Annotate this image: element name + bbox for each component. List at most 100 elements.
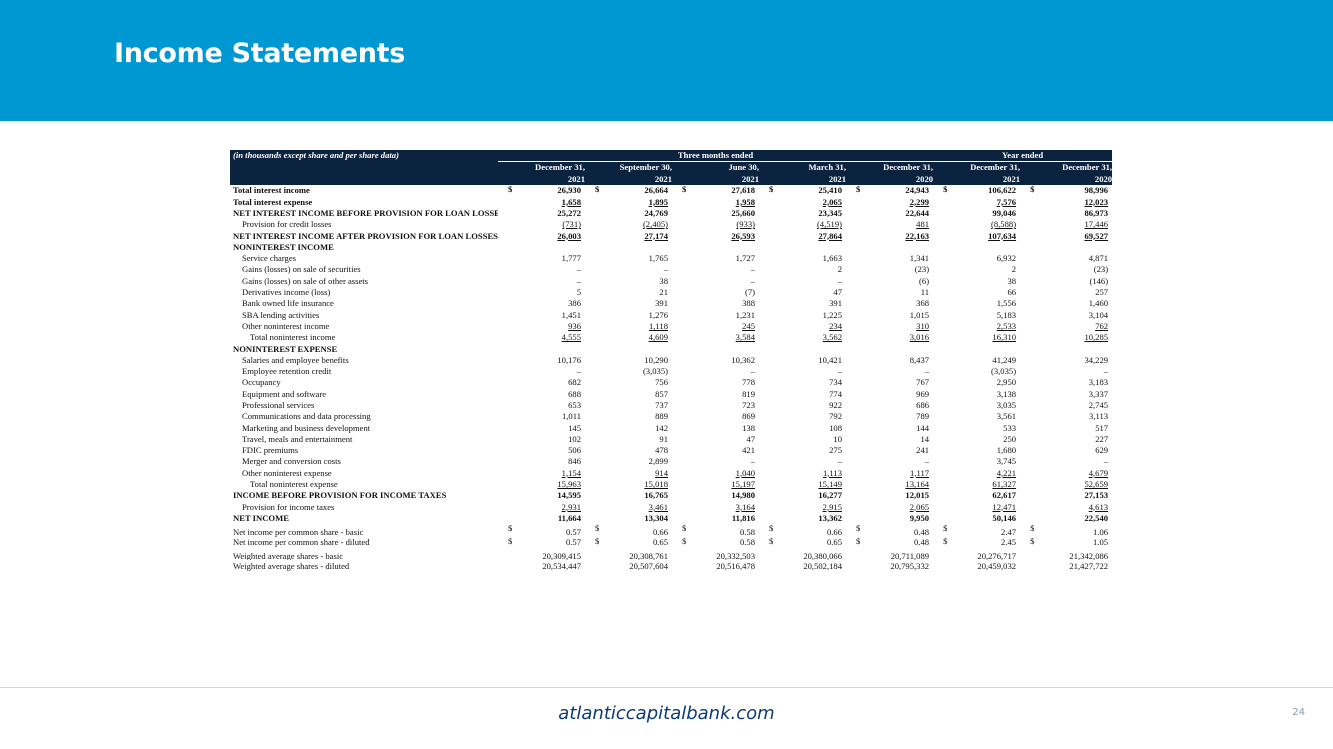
value-cell: 26,003: [557, 230, 581, 241]
value-cell: 3,104: [1088, 309, 1109, 320]
currency-symbol: $: [508, 185, 513, 194]
statement-row: Employee retention credit – (3,035) – – – (3,0…: [230, 366, 1112, 377]
value-cell: (3,035): [991, 366, 1017, 377]
value-cell: 12,023: [1084, 196, 1109, 207]
currency-symbol: $: [856, 185, 861, 194]
value-cell: (6): [919, 275, 930, 286]
value-cell: (7): [744, 287, 755, 298]
value-cell: 391: [829, 298, 842, 309]
column-year-header: 2021: [672, 173, 759, 185]
statement-row: Equipment and software 688 857 819 774 969 3,1…: [230, 388, 1112, 399]
value-cell: 1,011: [561, 411, 581, 422]
value-cell: –: [576, 264, 581, 275]
value-cell: 15,197: [731, 479, 755, 490]
value-cell: 14,595: [557, 490, 581, 501]
column-period-header: December 31,: [933, 161, 1021, 173]
value-cell: 21: [659, 287, 668, 298]
value-cell: $0.57: [498, 537, 585, 548]
cell-value: 0.48: [914, 536, 930, 547]
statement-row: Net income per common share - basic $0.57…: [230, 524, 1112, 537]
cell-value: 0.58: [739, 526, 755, 537]
value-cell: 15,018: [644, 479, 668, 490]
value-cell: 3,461: [648, 501, 668, 512]
cell-value: 0.58: [739, 536, 755, 547]
row-label: Net income per common share - basic: [233, 526, 364, 537]
footer-website[interactable]: atlanticcapitalbank.com: [558, 703, 775, 724]
value-cell: 22,163: [905, 230, 930, 241]
value-cell: $0.66: [759, 524, 846, 537]
value-cell: 2,533: [996, 320, 1017, 331]
value-cell: (23): [1093, 264, 1109, 275]
header-row-groups: (in thousands except share and per share…: [230, 150, 1113, 162]
title-banner: Income Statements: [0, 0, 1333, 121]
value-cell: [1020, 343, 1112, 354]
value-cell: 1,895: [648, 196, 668, 207]
currency-symbol: $: [682, 536, 687, 546]
row-label: Communications and data processing: [242, 411, 371, 422]
value-cell: 1,777: [561, 253, 581, 264]
value-cell: 15,149: [818, 479, 842, 490]
value-cell: (23): [914, 264, 930, 275]
value-cell: 1,154: [561, 467, 581, 478]
value-cell: 4,613: [1088, 501, 1109, 512]
statement-row: Travel, meals and entertainment 102 91 47 10…: [230, 434, 1112, 445]
value-cell: 2: [1011, 264, 1017, 275]
value-cell: $0.65: [759, 537, 846, 548]
currency-symbol: $: [769, 536, 774, 546]
value-cell: 2,065: [909, 501, 930, 512]
group-three-months: Three months ended: [498, 150, 934, 162]
cell-value: 0.66: [826, 526, 842, 537]
currency-symbol: $: [682, 523, 687, 533]
value-cell: 11: [920, 287, 930, 298]
value-cell: 41,249: [992, 354, 1017, 365]
value-cell: 4,679: [1088, 467, 1109, 478]
value-cell: 21,427,722: [1069, 560, 1109, 571]
value-cell: 388: [742, 298, 755, 309]
value-cell: 9,950: [909, 512, 930, 523]
value-cell: 1,118: [648, 320, 668, 331]
value-cell: 69,527: [1084, 230, 1109, 241]
row-label: Derivatives income (loss): [242, 287, 331, 298]
cell-value: 26,664: [644, 185, 668, 196]
row-label: Service charges: [242, 253, 297, 264]
value-cell: 3,016: [909, 332, 930, 343]
value-cell: –: [750, 275, 755, 286]
statement-row: Provision for credit losses (731) (2,405) (…: [230, 219, 1112, 230]
value-cell: 846: [568, 456, 581, 467]
currency-symbol: $: [943, 536, 948, 546]
row-label: Travel, meals and entertainment: [242, 433, 353, 444]
row-label: Salaries and employee benefits: [242, 354, 349, 365]
value-cell: 2: [837, 264, 842, 275]
value-cell: 533: [1003, 422, 1017, 433]
value-cell: $98,996: [1020, 185, 1112, 196]
value-cell: 50,146: [992, 512, 1017, 523]
statement-row: Total noninterest income 4,555 4,609 3,584 3…: [230, 332, 1112, 343]
value-cell: 1,556: [996, 298, 1017, 309]
value-cell: –: [924, 456, 930, 467]
column-period-header: March 31,: [759, 161, 846, 173]
value-cell: 20,308,761: [629, 550, 668, 561]
value-cell: (4,519): [816, 219, 842, 230]
value-cell: 1,451: [561, 309, 581, 320]
value-cell: 26,593: [731, 230, 755, 241]
statement-row: Merger and conversion costs 846 2,899 – – – 3,…: [230, 456, 1112, 467]
value-cell: 25,660: [731, 207, 755, 218]
value-cell: –: [837, 275, 842, 286]
statement-row: Derivatives income (loss) 5 21 (7) 47 11 66 257: [230, 287, 1112, 298]
value-cell: 1,658: [561, 196, 581, 207]
value-cell: 310: [916, 320, 930, 331]
header-row-years: 2021 2021 2021 2021 2020 2021 2020: [230, 173, 1113, 185]
value-cell: 16,277: [818, 490, 842, 501]
row-label: Marketing and business development: [242, 422, 371, 433]
value-cell: 38: [1007, 275, 1017, 286]
value-cell: 478: [655, 445, 668, 456]
statement-row: NONINTEREST INCOME: [230, 241, 1112, 252]
currency-symbol: $: [769, 523, 774, 533]
value-cell: –: [924, 366, 930, 377]
cell-value: 98,996: [1084, 185, 1109, 196]
value-cell: 734: [829, 377, 842, 388]
value-cell: 789: [916, 411, 930, 422]
value-cell: $0.58: [672, 537, 759, 548]
value-cell: 1,680: [996, 445, 1017, 456]
currency-symbol: $: [595, 523, 600, 533]
